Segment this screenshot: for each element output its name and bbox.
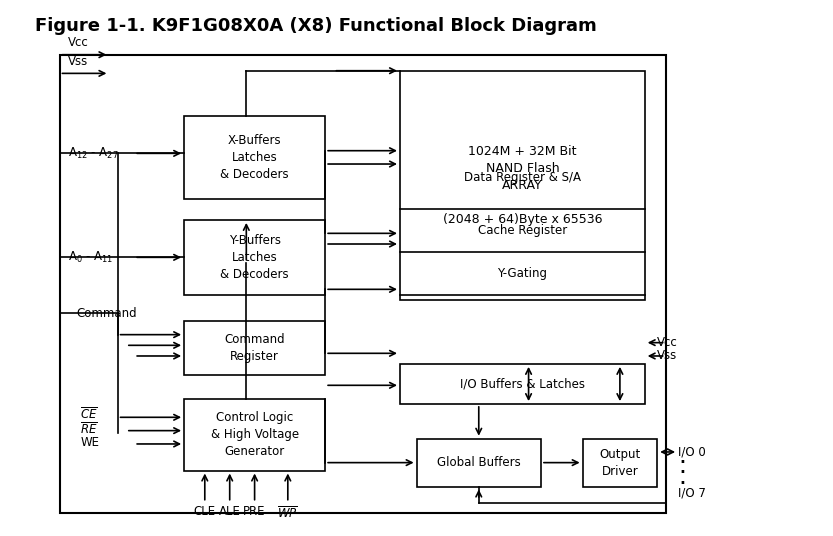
FancyBboxPatch shape [184,116,325,199]
Text: $\overline{WP}$: $\overline{WP}$ [277,505,298,521]
FancyBboxPatch shape [400,364,645,404]
Text: Vcc: Vcc [657,336,678,349]
Text: Vss: Vss [657,349,677,362]
FancyBboxPatch shape [184,321,325,375]
Text: Y-Buffers
Latches
& Decoders: Y-Buffers Latches & Decoders [220,234,289,281]
Text: ·: · [678,472,686,496]
Text: Y-Gating: Y-Gating [497,267,547,280]
Text: X-Buffers
Latches
& Decoders: X-Buffers Latches & Decoders [220,134,289,181]
FancyBboxPatch shape [582,438,657,487]
Text: Vcc: Vcc [67,36,88,49]
Text: Command
Register: Command Register [224,333,285,363]
Text: ·: · [678,461,686,485]
Text: Control Logic
& High Voltage
Generator: Control Logic & High Voltage Generator [211,411,299,458]
Text: Command: Command [76,307,137,320]
Text: 1024M + 32M Bit
NAND Flash
ARRAY

(2048 + 64)Byte x 65536: 1024M + 32M Bit NAND Flash ARRAY (2048 +… [442,145,602,226]
Text: I/O 7: I/O 7 [678,487,706,500]
Text: ALE: ALE [219,505,241,518]
Text: $\overline{RE}$: $\overline{RE}$ [80,421,97,437]
Text: Vss: Vss [67,55,88,68]
Text: Global Buffers: Global Buffers [436,456,521,469]
Text: $\overline{CE}$: $\overline{CE}$ [80,407,98,422]
Text: ·: · [678,451,686,474]
Text: Output
Driver: Output Driver [599,448,641,478]
Text: CLE: CLE [194,505,216,518]
FancyBboxPatch shape [400,71,645,300]
Text: Cache Register: Cache Register [478,224,567,237]
Text: Data Register & S/A: Data Register & S/A [464,171,581,184]
Text: I/O 0: I/O 0 [678,445,706,458]
Text: A$_{12}$ - A$_{27}$: A$_{12}$ - A$_{27}$ [67,146,118,161]
Text: I/O Buffers & Latches: I/O Buffers & Latches [460,377,585,390]
Text: Figure 1-1. K9F1G08X0A (X8) Functional Block Diagram: Figure 1-1. K9F1G08X0A (X8) Functional B… [35,17,596,35]
FancyBboxPatch shape [184,220,325,295]
FancyBboxPatch shape [184,399,325,471]
Text: WE: WE [80,436,99,449]
FancyBboxPatch shape [416,438,541,487]
Text: PRE: PRE [243,505,266,518]
Text: A$_0$ - A$_{11}$: A$_0$ - A$_{11}$ [67,250,113,265]
